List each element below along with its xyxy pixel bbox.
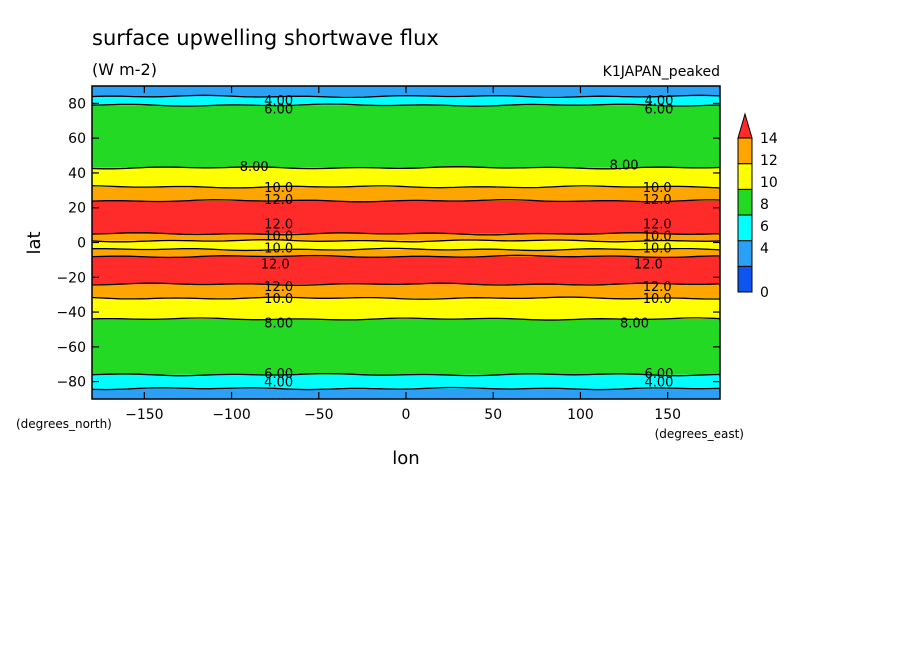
chart-units: (W m-2) [92,60,157,79]
contour-band-12 [92,105,720,168]
contour-label-27: 4.00 [644,376,673,391]
colorbar-label-6: 14 [760,131,778,147]
contour-band-9 [92,200,720,234]
colorbar-box-4 [737,163,753,190]
contour-line-3 [91,317,721,321]
contour-label-15: 10.0 [643,242,672,257]
x-axis: −150 −100 −50 0 50 100 150 [125,86,681,423]
x-tick-label-3: 0 [402,407,411,423]
contour-label-23: 8.00 [620,316,649,331]
contour-line-7 [92,247,721,252]
contour-label-11: 12.0 [643,217,672,232]
contour-band-13 [92,96,720,106]
colorbar-box-5 [737,137,753,165]
contour-line-12 [91,166,721,170]
contour-label-6: 10.0 [264,181,293,196]
contour-band-10 [92,186,720,201]
contour-line-14 [91,94,721,99]
colorbar-over-arrow [737,112,753,139]
y-axis-units: (degrees_north) [16,417,112,431]
dataset-label: K1JAPAN_peaked [603,64,720,80]
contour-band-4 [92,284,720,299]
contour-label-5: 8.00 [610,158,639,173]
contour-line-2 [91,372,721,377]
y-tick-label-4: 0 [77,236,86,252]
contour-label-17: 12.0 [634,257,663,272]
colorbar-label-1: 4 [760,241,769,257]
contour-label-24: 6.00 [264,367,293,382]
contour-label-25: 6.00 [644,367,673,382]
y-tick-label-1: −60 [56,340,86,356]
y-tick-label-8: 80 [68,96,86,112]
contour-label-3: 6.00 [644,103,673,118]
contour-line-4 [91,296,720,300]
contour-bands [92,86,720,399]
y-axis-label: lat [24,231,45,254]
colorbar-box-2 [737,214,753,242]
x-tick-label-4: 50 [484,407,502,423]
contour-label-21: 10.0 [643,292,672,307]
contour-label-2: 6.00 [264,103,293,118]
contour-lines [91,94,721,391]
contour-band-7 [92,240,720,250]
colorbar-box-0 [737,265,753,293]
contour-line-10 [91,199,721,203]
contour-label-20: 10.0 [264,292,293,307]
y-tick-label-6: 40 [68,166,86,182]
colorbar-label-5: 12 [760,153,778,169]
y-tick-label-7: 60 [68,131,86,147]
contour-band-11 [92,167,720,187]
contour-label-18: 12.0 [264,280,293,295]
contour-label-10: 12.0 [264,217,293,232]
contour-label-14: 10.0 [264,242,293,257]
contour-label-26: 4.00 [264,376,293,391]
colorbar-box-1 [737,240,753,267]
contour-line-5 [92,282,721,286]
x-axis-units: (degrees_east) [655,427,744,441]
x-tick-label-2: −50 [304,407,334,423]
x-tick-label-5: 100 [567,407,594,423]
contour-line-13 [91,103,721,107]
contour-band-3 [92,298,720,320]
contour-band-2 [92,319,720,375]
contour-line-1 [91,386,721,391]
contour-band-8 [92,233,720,241]
contour-label-13: 10.0 [643,230,672,245]
x-tick-label-1: −100 [212,407,250,423]
contour-line-11 [91,185,721,189]
contour-band-6 [92,249,720,257]
y-tick-label-5: 20 [68,201,86,217]
x-axis-label: lon [392,448,419,469]
colorbar-label-3: 8 [760,197,769,213]
contour-label-9: 12.0 [643,193,672,208]
y-axis: −80 −60 −40 −20 0 20 40 60 80 [56,96,720,391]
x-tick-label-0: −150 [125,407,163,423]
contour-label-1: 4.00 [644,94,673,109]
contour-label-4: 8.00 [240,160,269,175]
colorbar-label-2: 6 [760,219,769,235]
contour-line-8 [91,239,721,243]
contour-line-9 [91,232,721,236]
contour-label-7: 10.0 [643,181,672,196]
y-tick-label-2: −40 [56,305,86,321]
contour-label-12: 10.0 [264,230,293,245]
colorbar-label-4: 10 [760,175,778,191]
contour-line-6 [91,254,720,259]
y-tick-label-0: −80 [56,375,86,391]
x-tick-label-6: 150 [654,407,681,423]
contour-label-0: 4.00 [264,94,293,109]
contour-label-22: 8.00 [264,316,293,331]
colorbar-box-3 [737,188,753,216]
y-tick-label-3: −20 [56,270,86,286]
contour-label-16: 12.0 [261,257,290,272]
contour-band-1 [92,374,720,389]
chart-title: surface upwelling shortwave flux [92,26,439,50]
colorbar-label-0: 0 [760,285,769,301]
contour-label-8: 12.0 [264,193,293,208]
colorbar: 0 4 6 8 10 12 14 [737,112,778,301]
contour-label-19: 12.0 [643,280,672,295]
contour-band-5 [92,256,720,285]
